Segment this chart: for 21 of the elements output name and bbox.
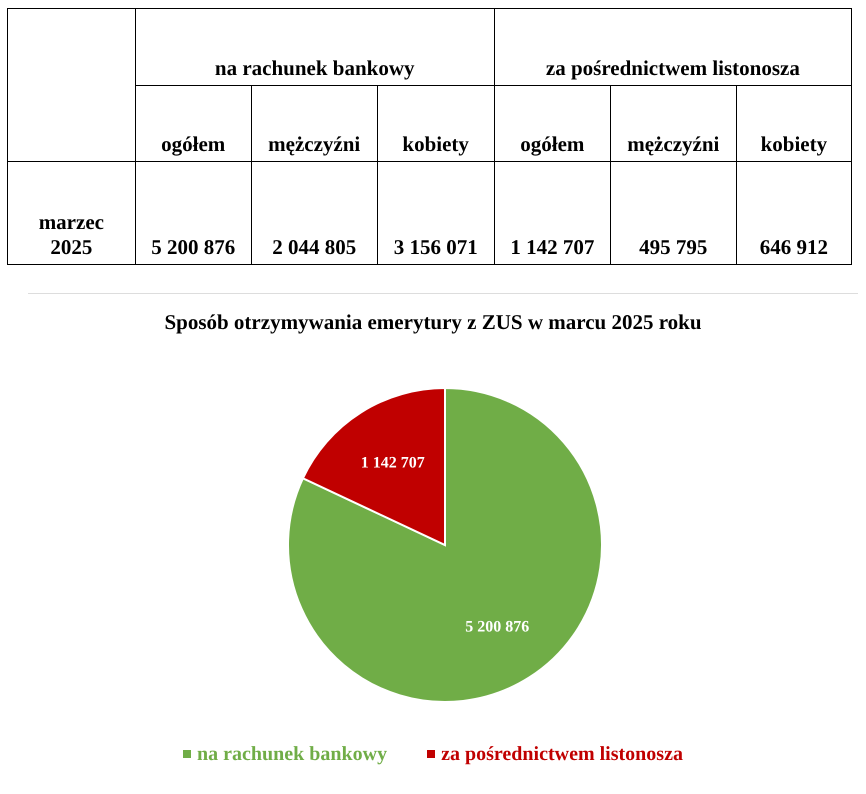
text: 646 912 xyxy=(760,235,828,259)
legend-label: na rachunek bankowy xyxy=(196,742,388,766)
text: za pośrednictwem listonosza xyxy=(494,8,852,86)
chart-title: Sposób otrzymywania emerytury z ZUS w marcu 2025 roku xyxy=(163,310,703,334)
text: na rachunek bankowy xyxy=(135,8,494,86)
legend-label: za pośrednictwem listonosza xyxy=(440,742,683,766)
category-label: ogółem xyxy=(494,86,610,162)
text: 495 795 xyxy=(639,235,708,259)
category-label: mężczyźni xyxy=(251,86,378,162)
text: 3 156 071 xyxy=(394,235,478,259)
category-label: kobiety xyxy=(377,86,494,162)
pie-slice xyxy=(287,387,603,703)
category-label: ogółem xyxy=(135,86,252,162)
category-label: marzec 2025 xyxy=(38,210,104,259)
text: 1 142 707 xyxy=(510,235,594,259)
category-label: mężczyźni xyxy=(610,86,736,162)
category-label: kobiety xyxy=(736,86,852,162)
text: 5 200 876 xyxy=(151,235,236,259)
data-label: 5 200 876 xyxy=(465,618,530,636)
data-label: 1 142 707 xyxy=(360,454,425,472)
text: 2 044 805 xyxy=(272,235,356,259)
